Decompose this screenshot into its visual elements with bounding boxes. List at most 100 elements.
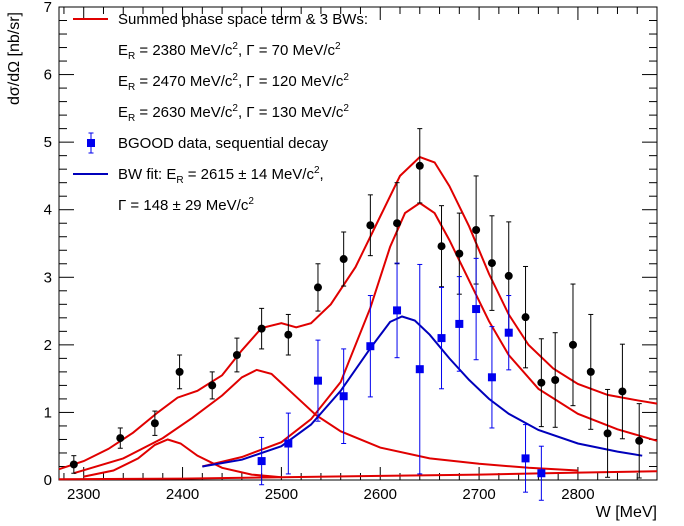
legend-label-part: 2: [232, 41, 238, 52]
legend-label-part: R: [128, 113, 135, 124]
x-tick-label: 2500: [265, 486, 298, 503]
data-point-bgood: [339, 348, 348, 445]
fit-curve-6: [58, 470, 658, 481]
square-marker: [393, 306, 402, 315]
square-marker: [339, 392, 348, 401]
square-marker: [504, 328, 513, 337]
y-tick-label: 4: [44, 202, 52, 219]
data-point-bgood: [313, 339, 322, 422]
data-point-bgood: [437, 286, 446, 390]
square-marker: [415, 365, 424, 374]
legend-label-part: BW fit: E: [118, 166, 176, 183]
data-point-total: [415, 128, 424, 204]
square-marker: [537, 469, 546, 478]
fit-curve-5: [202, 315, 643, 468]
data-point-total: [437, 205, 446, 288]
square-marker: [366, 342, 375, 351]
legend-label-part: R: [128, 51, 135, 62]
y-tick-label: 0: [44, 472, 52, 489]
legend-label-part: , Γ = 130 MeV/c: [238, 104, 344, 121]
data-point-total: [232, 337, 241, 373]
circle-marker: [586, 367, 595, 376]
y-tick-label: 1: [44, 404, 52, 421]
x-tick-label: 2300: [67, 486, 100, 503]
y-tick-label: 6: [44, 67, 52, 84]
circle-marker: [69, 460, 78, 469]
square-marker: [437, 334, 446, 343]
data-point-total: [603, 388, 612, 478]
circle-marker: [635, 436, 644, 445]
data-point-total: [393, 182, 402, 265]
legend-entry-label: ER = 2630 MeV/c2, Γ = 130 MeV/c2: [118, 103, 349, 124]
data-point-bgood: [366, 295, 375, 398]
legend-label-part: 2: [335, 41, 341, 52]
series-layer: [58, 128, 658, 501]
data-point-bgood: [415, 263, 424, 475]
legend-entry-label: BGOOD data, sequential decay: [118, 135, 329, 152]
circle-marker: [437, 242, 446, 251]
data-point-total: [284, 313, 293, 356]
data-point-total: [69, 455, 78, 474]
legend-label-part: = 2380 MeV/c: [135, 42, 233, 59]
legend-label-part: R: [128, 82, 135, 93]
fit-curve-4: [202, 201, 658, 468]
square-marker: [257, 457, 266, 466]
circle-marker: [284, 330, 293, 339]
square-marker: [487, 373, 496, 382]
circle-marker: [568, 340, 577, 349]
data-point-total: [618, 343, 627, 440]
circle-marker: [232, 350, 241, 359]
data-point-total: [568, 283, 577, 407]
legend-square: [87, 139, 95, 147]
circle-marker: [313, 283, 322, 292]
legend-label-part: = 2630 MeV/c: [135, 104, 233, 121]
legend-label-part: E: [118, 73, 128, 90]
fit-curve-1: [58, 155, 658, 471]
circle-marker: [504, 271, 513, 280]
data-point-bgood: [537, 445, 546, 501]
legend-label-part: R: [176, 175, 183, 186]
legend-entry-label: ER = 2380 MeV/c2, Γ = 70 MeV/c2: [118, 41, 341, 62]
legend-label-part: 2: [232, 72, 238, 83]
circle-marker: [551, 375, 560, 384]
circle-marker: [393, 219, 402, 228]
circle-marker: [487, 259, 496, 268]
y-tick-label: 3: [44, 269, 52, 286]
legend-label-part: 2: [248, 196, 254, 207]
legend-entry-label: Summed phase space term & 3 BWs:: [118, 11, 368, 28]
fit-curve-3: [73, 368, 578, 475]
legend-label-part: 2: [343, 103, 349, 114]
legend-label-part: 2: [343, 72, 349, 83]
legend-label-part: Γ = 148 ± 29 MeV/c: [118, 197, 249, 214]
data-point-total: [487, 215, 496, 311]
x-tick-label: 2600: [364, 486, 397, 503]
legend-label-part: , Γ = 120 MeV/c: [238, 73, 344, 90]
data-point-bgood: [455, 276, 464, 372]
data-point-bgood: [487, 326, 496, 429]
circle-marker: [455, 249, 464, 258]
data-point-total: [257, 307, 266, 350]
square-marker: [455, 319, 464, 328]
circle-marker: [618, 387, 627, 396]
data-point-bgood: [504, 295, 513, 371]
data-point-bgood: [521, 424, 530, 493]
data-point-bgood: [393, 262, 402, 359]
y-tick-label: 2: [44, 337, 52, 354]
fit-curve-2: [83, 438, 282, 479]
axes: 2300 2400 2500 2600 2700 2800 0 1 2 3 4 5 6 7: [44, 0, 658, 503]
x-tick-label: 2800: [561, 486, 594, 503]
circle-marker: [366, 221, 375, 230]
data-point-total: [366, 194, 375, 257]
data-point-bgood: [472, 257, 481, 361]
y-tick-label: 7: [44, 0, 52, 16]
data-point-total: [537, 338, 546, 428]
legend-label-part: E: [118, 104, 128, 121]
data-point-total: [208, 371, 217, 400]
legend-label-part: = 2470 MeV/c: [135, 73, 233, 90]
legend-marker-swatch: [87, 132, 95, 154]
circle-marker: [472, 225, 481, 234]
y-tick-label: 5: [44, 134, 52, 151]
legend-label-part: BGOOD data, sequential decay: [118, 135, 329, 152]
square-marker: [284, 439, 293, 448]
